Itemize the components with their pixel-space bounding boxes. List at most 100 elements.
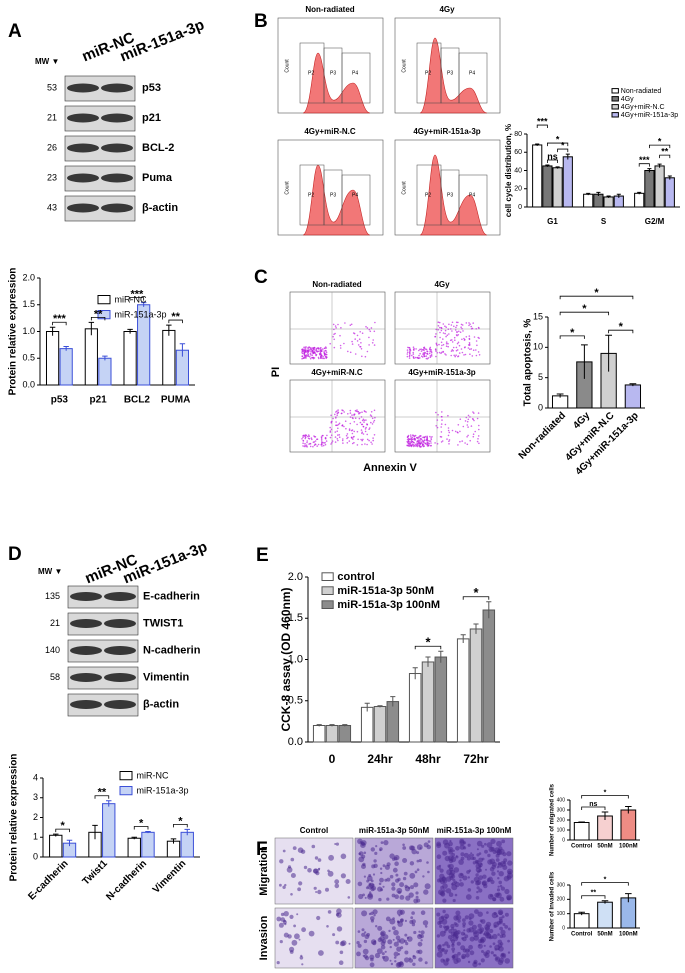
event-dot [341, 424, 344, 426]
cell [293, 924, 296, 928]
event-dot [451, 429, 454, 432]
event-dot [407, 346, 409, 349]
event-dot [301, 355, 304, 358]
event-dot [455, 326, 457, 329]
cell [378, 882, 382, 886]
event-dot [476, 440, 479, 443]
event-dot [370, 441, 372, 444]
cell [363, 851, 367, 855]
event-dot [419, 352, 421, 355]
blot-band [70, 592, 102, 601]
cell [340, 853, 347, 860]
event-dot [317, 443, 320, 446]
event-dot [430, 438, 433, 441]
event-dot [445, 335, 447, 338]
event-dot [429, 355, 432, 357]
event-dot [478, 424, 480, 427]
cell [423, 889, 429, 895]
significance-label: * [60, 820, 65, 832]
event-dot [346, 433, 349, 435]
cell [451, 874, 456, 879]
cell [287, 934, 292, 939]
event-dot [428, 352, 431, 355]
bar [180, 831, 194, 858]
x-tick-label: Non-radiated [517, 410, 568, 461]
event-dot [456, 334, 458, 337]
blot-band [70, 619, 102, 628]
cell [423, 842, 429, 848]
cell [439, 890, 445, 896]
event-dot [364, 428, 367, 430]
event-dot [305, 445, 307, 448]
cell [307, 868, 312, 873]
cell [500, 929, 506, 936]
event-dot [435, 355, 437, 358]
event-dot [370, 411, 373, 413]
legend-label: Non-radiated [621, 88, 662, 95]
cell [502, 923, 506, 926]
flow-title: 4Gy+miR-N.C [304, 127, 356, 136]
cell [411, 922, 416, 927]
cell [290, 857, 295, 862]
cell [452, 849, 455, 852]
cell [410, 916, 414, 920]
cell [462, 918, 466, 922]
event-dot [325, 347, 328, 349]
event-dot [462, 425, 465, 428]
event-dot [318, 350, 320, 353]
significance-bracket [581, 895, 606, 899]
event-dot [444, 329, 447, 332]
x-tick-label: G2/M [645, 217, 665, 226]
event-dot [356, 334, 359, 337]
event-dot [346, 442, 349, 444]
x-tick-label: 50nM [597, 932, 612, 938]
cell [367, 875, 373, 882]
cell [300, 849, 306, 854]
error-bar [184, 828, 190, 836]
event-dot [442, 338, 444, 340]
event-dot [329, 431, 332, 433]
blot-band [101, 143, 133, 153]
event-dot [468, 324, 470, 327]
error-bar [140, 302, 147, 307]
event-dot [477, 326, 480, 329]
protein-label: BCL-2 [142, 142, 174, 154]
cell [467, 960, 471, 964]
event-dot [349, 412, 352, 414]
cell [276, 916, 282, 922]
cell [480, 862, 483, 866]
y-tick-label: 1.0 [288, 653, 303, 665]
event-dot [466, 436, 468, 438]
cell [315, 871, 320, 876]
bar [434, 656, 448, 743]
y-tick-label: 0 [538, 402, 543, 412]
cell [400, 946, 404, 950]
blot-strip [67, 639, 139, 663]
event-dot [473, 419, 475, 422]
cell [472, 861, 477, 865]
event-dot [368, 328, 371, 331]
event-dot [461, 327, 463, 330]
cell [317, 889, 322, 895]
cell [500, 952, 507, 959]
event-dot [307, 434, 310, 436]
event-dot [422, 436, 424, 439]
event-dot [351, 432, 354, 435]
event-dot [472, 435, 475, 438]
cell [444, 842, 450, 849]
cell [373, 859, 377, 863]
event-dot [309, 356, 311, 358]
cell [413, 882, 419, 888]
event-dot [436, 443, 439, 445]
protein-label: N-cadherin [143, 644, 201, 656]
cell [416, 898, 421, 903]
cell [447, 935, 453, 940]
cell [492, 897, 496, 902]
bar [162, 329, 176, 386]
cell [463, 933, 466, 936]
event-dot [373, 419, 376, 422]
x-tick-label: Vimentin [151, 858, 189, 896]
x-tick-label: Control [571, 932, 593, 938]
event-dot [465, 322, 468, 324]
cell [361, 910, 368, 917]
